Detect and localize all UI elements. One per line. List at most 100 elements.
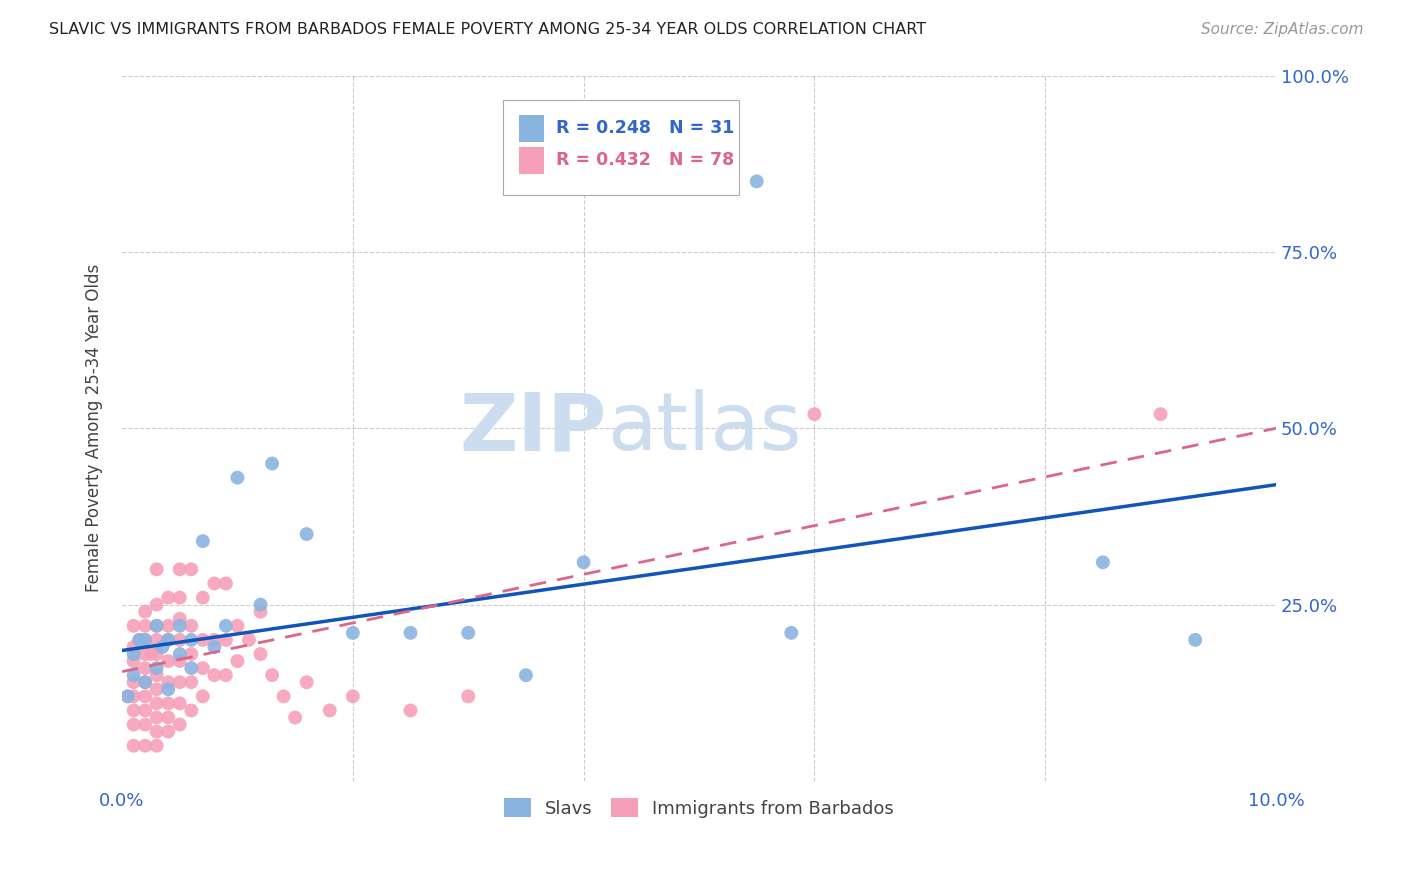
FancyBboxPatch shape	[503, 100, 740, 195]
Point	[249, 647, 271, 661]
Point	[134, 632, 156, 647]
Point	[180, 647, 202, 661]
Point	[191, 632, 214, 647]
Point	[122, 717, 145, 731]
Point	[169, 632, 191, 647]
Point	[145, 619, 167, 633]
Text: Source: ZipAtlas.com: Source: ZipAtlas.com	[1201, 22, 1364, 37]
Point	[191, 591, 214, 605]
Point	[226, 654, 249, 668]
Point	[260, 668, 283, 682]
Text: ZIP: ZIP	[460, 389, 607, 467]
Point	[145, 632, 167, 647]
Text: R = 0.432   N = 78: R = 0.432 N = 78	[555, 151, 734, 169]
Point	[122, 739, 145, 753]
Point	[745, 174, 768, 188]
Point	[202, 668, 225, 682]
Point	[122, 703, 145, 717]
Point	[122, 647, 145, 661]
Point	[169, 619, 191, 633]
Point	[122, 654, 145, 668]
Point	[169, 697, 191, 711]
Point	[1149, 407, 1171, 421]
Point	[249, 605, 271, 619]
Point	[169, 612, 191, 626]
Point	[226, 470, 249, 484]
Point	[180, 703, 202, 717]
Point	[145, 682, 167, 697]
Point	[399, 625, 422, 640]
Point	[134, 661, 156, 675]
Point	[215, 576, 238, 591]
Point	[169, 675, 191, 690]
Point	[180, 661, 202, 675]
Point	[202, 632, 225, 647]
Point	[134, 605, 156, 619]
Point	[169, 647, 191, 661]
Text: SLAVIC VS IMMIGRANTS FROM BARBADOS FEMALE POVERTY AMONG 25-34 YEAR OLDS CORRELAT: SLAVIC VS IMMIGRANTS FROM BARBADOS FEMAL…	[49, 22, 927, 37]
Point	[134, 675, 156, 690]
Point	[180, 562, 202, 576]
Point	[169, 654, 191, 668]
Point	[191, 690, 214, 704]
Point	[145, 562, 167, 576]
Point	[180, 632, 202, 647]
FancyBboxPatch shape	[519, 147, 544, 174]
Point	[260, 457, 283, 471]
Point	[180, 619, 202, 633]
Point	[215, 619, 238, 633]
Point	[342, 625, 364, 640]
Point	[145, 739, 167, 753]
Point	[145, 668, 167, 682]
Point	[457, 690, 479, 704]
Point	[157, 675, 180, 690]
Point	[117, 690, 139, 704]
Point	[139, 647, 162, 661]
Point	[152, 640, 174, 654]
Point	[202, 576, 225, 591]
Point	[134, 717, 156, 731]
Point	[1184, 632, 1206, 647]
Point	[145, 619, 167, 633]
Point	[226, 619, 249, 633]
Point	[191, 534, 214, 549]
Point	[157, 710, 180, 724]
Point	[157, 724, 180, 739]
Text: R = 0.248   N = 31: R = 0.248 N = 31	[555, 120, 734, 137]
Y-axis label: Female Poverty Among 25-34 Year Olds: Female Poverty Among 25-34 Year Olds	[86, 264, 103, 592]
Point	[780, 625, 803, 640]
Point	[128, 632, 150, 647]
Point	[122, 668, 145, 682]
Point	[803, 407, 825, 421]
Point	[145, 697, 167, 711]
Point	[128, 632, 150, 647]
Point	[169, 717, 191, 731]
Point	[134, 690, 156, 704]
Point	[157, 591, 180, 605]
Point	[122, 619, 145, 633]
Point	[134, 739, 156, 753]
Point	[122, 640, 145, 654]
Point	[295, 527, 318, 541]
Point	[145, 661, 167, 675]
Point	[145, 724, 167, 739]
Point	[319, 703, 342, 717]
Point	[342, 690, 364, 704]
Point	[157, 632, 180, 647]
Point	[157, 632, 180, 647]
Point	[1091, 555, 1114, 569]
Point	[134, 675, 156, 690]
Point	[169, 562, 191, 576]
Text: atlas: atlas	[607, 389, 801, 467]
Point	[249, 598, 271, 612]
Point	[134, 703, 156, 717]
Point	[238, 632, 260, 647]
Point	[572, 555, 595, 569]
Point	[457, 625, 479, 640]
Point	[157, 619, 180, 633]
Point	[191, 661, 214, 675]
Point	[122, 675, 145, 690]
Point	[273, 690, 295, 704]
Point	[157, 682, 180, 697]
Point	[180, 675, 202, 690]
